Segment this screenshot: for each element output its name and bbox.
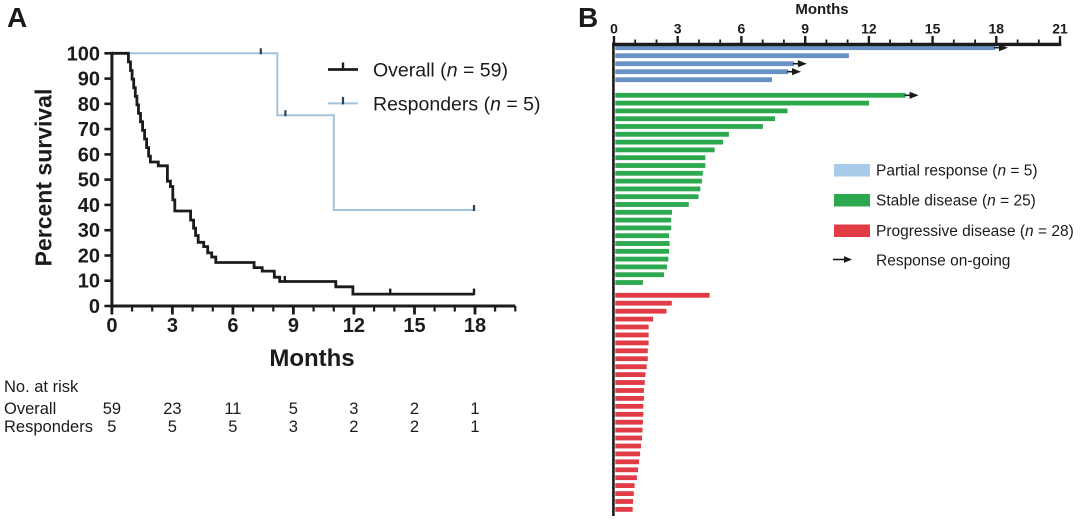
svg-text:Overall: Overall bbox=[4, 400, 56, 418]
svg-text:9: 9 bbox=[801, 21, 809, 37]
svg-text:5: 5 bbox=[289, 400, 298, 418]
svg-text:12: 12 bbox=[861, 21, 877, 37]
svg-text:6: 6 bbox=[227, 315, 238, 337]
svg-text:Responders (n = 5): Responders (n = 5) bbox=[373, 94, 540, 116]
svg-text:80: 80 bbox=[78, 94, 100, 116]
svg-text:10: 10 bbox=[78, 271, 100, 293]
svg-text:Response on-going: Response on-going bbox=[876, 253, 1010, 270]
svg-text:15: 15 bbox=[403, 315, 425, 337]
svg-text:Stable disease (n = 25): Stable disease (n = 25) bbox=[876, 193, 1036, 210]
svg-text:30: 30 bbox=[78, 220, 100, 242]
svg-text:2: 2 bbox=[410, 418, 419, 436]
svg-text:5: 5 bbox=[107, 418, 116, 436]
svg-text:No. at risk: No. at risk bbox=[4, 378, 79, 396]
svg-text:B: B bbox=[578, 2, 598, 33]
svg-text:Overall (n = 59): Overall (n = 59) bbox=[373, 60, 508, 82]
svg-text:Months: Months bbox=[269, 345, 354, 372]
svg-text:90: 90 bbox=[78, 69, 100, 91]
svg-text:23: 23 bbox=[163, 400, 181, 418]
svg-text:21: 21 bbox=[1052, 21, 1068, 37]
svg-text:60: 60 bbox=[78, 144, 100, 166]
svg-text:3: 3 bbox=[167, 315, 178, 337]
svg-text:3: 3 bbox=[349, 400, 358, 418]
svg-text:0: 0 bbox=[610, 21, 618, 37]
svg-text:1: 1 bbox=[470, 400, 479, 418]
svg-text:5: 5 bbox=[168, 418, 177, 436]
svg-text:2: 2 bbox=[349, 418, 358, 436]
svg-text:59: 59 bbox=[103, 400, 121, 418]
svg-text:3: 3 bbox=[674, 21, 682, 37]
svg-text:Months: Months bbox=[795, 1, 848, 18]
svg-text:15: 15 bbox=[925, 21, 941, 37]
svg-text:6: 6 bbox=[738, 21, 746, 37]
svg-text:1: 1 bbox=[470, 418, 479, 436]
svg-text:11: 11 bbox=[224, 400, 241, 418]
svg-text:Responders: Responders bbox=[4, 418, 93, 436]
svg-text:70: 70 bbox=[78, 119, 100, 141]
svg-text:18: 18 bbox=[989, 21, 1005, 37]
svg-text:A: A bbox=[7, 2, 27, 33]
svg-text:18: 18 bbox=[464, 315, 486, 337]
svg-text:5: 5 bbox=[228, 418, 237, 436]
svg-text:50: 50 bbox=[78, 170, 100, 192]
svg-text:3: 3 bbox=[289, 418, 298, 436]
svg-text:12: 12 bbox=[343, 315, 365, 337]
svg-text:Progressive disease (n = 28): Progressive disease (n = 28) bbox=[876, 223, 1074, 240]
svg-text:9: 9 bbox=[288, 315, 299, 337]
svg-text:100: 100 bbox=[67, 43, 100, 65]
svg-text:0: 0 bbox=[89, 296, 100, 318]
svg-text:2: 2 bbox=[410, 400, 419, 418]
svg-text:Partial response (n = 5): Partial response (n = 5) bbox=[876, 163, 1038, 180]
svg-text:20: 20 bbox=[78, 246, 100, 268]
svg-text:40: 40 bbox=[78, 195, 100, 217]
svg-text:Percent survival: Percent survival bbox=[31, 89, 57, 267]
svg-text:0: 0 bbox=[106, 315, 117, 337]
